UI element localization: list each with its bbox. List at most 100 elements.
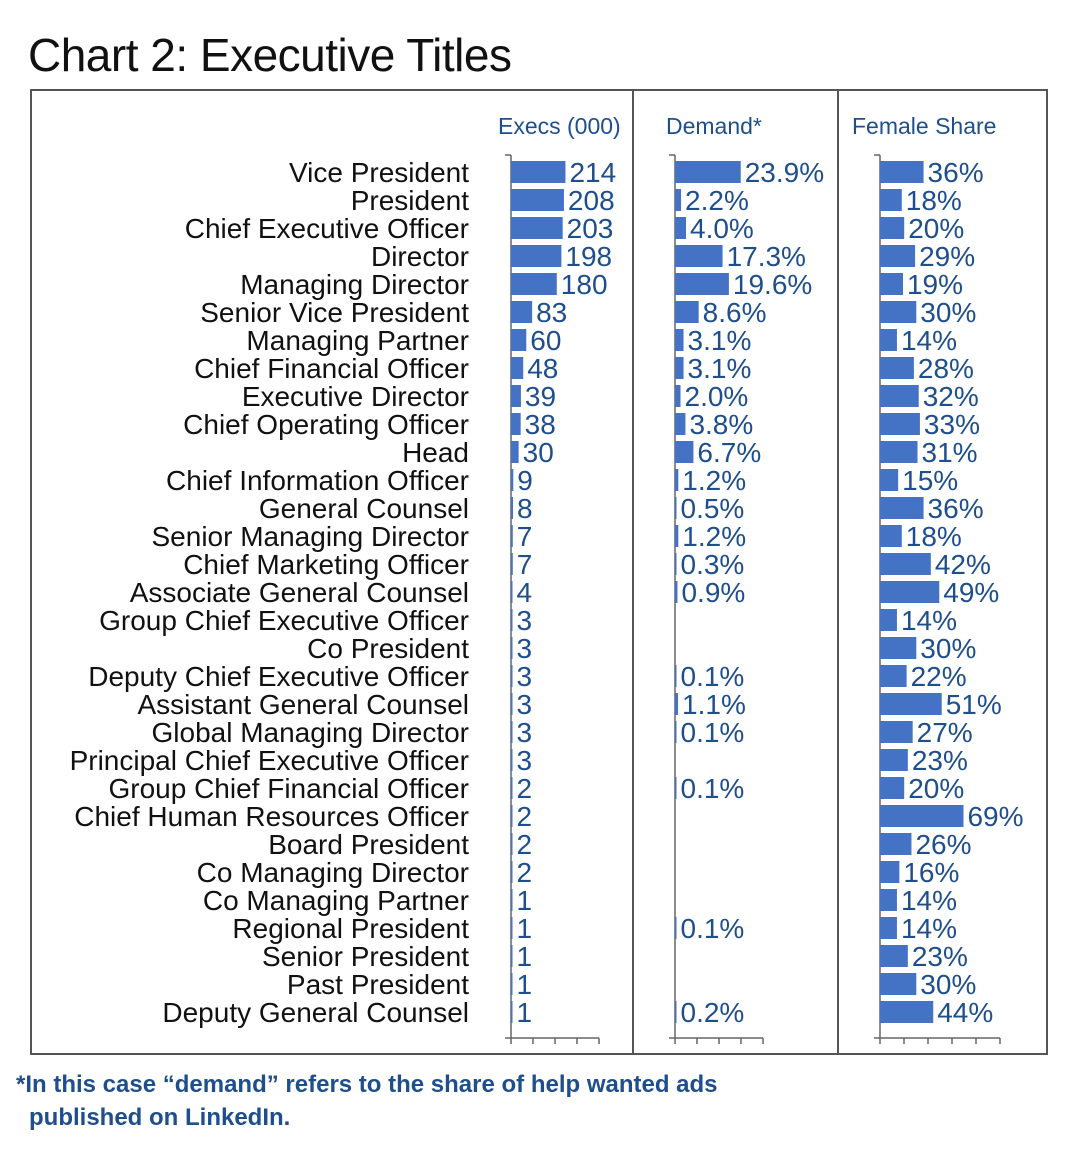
bar-2 bbox=[880, 329, 897, 351]
category-label: Chief Executive Officer bbox=[185, 213, 469, 244]
data-label: 1.2% bbox=[682, 465, 746, 496]
panel-divider-2 bbox=[837, 89, 839, 1055]
header-execs: Execs (000) bbox=[498, 113, 621, 139]
category-label: Chief Human Resources Officer bbox=[74, 801, 469, 832]
data-label: 30% bbox=[920, 969, 976, 1000]
bar-2 bbox=[880, 861, 900, 883]
bar-0 bbox=[511, 637, 513, 659]
bar-0 bbox=[511, 889, 513, 911]
bar-0 bbox=[511, 525, 513, 547]
data-label: 214 bbox=[569, 157, 616, 188]
data-label: 15% bbox=[902, 465, 958, 496]
data-label: 2 bbox=[517, 773, 533, 804]
bar-1 bbox=[675, 497, 677, 519]
data-label: 3 bbox=[517, 661, 533, 692]
data-label: 19.6% bbox=[733, 269, 812, 300]
footnote-line-1: *In this case “demand” refers to the sha… bbox=[16, 1071, 718, 1098]
data-label: 20% bbox=[908, 773, 964, 804]
category-label: Senior President bbox=[262, 941, 469, 972]
panel-divider-1 bbox=[632, 89, 634, 1055]
bar-0 bbox=[511, 693, 513, 715]
category-label: Board President bbox=[268, 829, 469, 860]
bar-0 bbox=[511, 497, 514, 519]
category-label: Chief Financial Officer bbox=[194, 353, 469, 384]
bar-0 bbox=[511, 385, 521, 407]
bar-1 bbox=[675, 413, 686, 435]
category-label: Chief Information Officer bbox=[166, 465, 469, 496]
data-label: 0.3% bbox=[681, 549, 745, 580]
data-label: 3 bbox=[517, 605, 533, 636]
bar-2 bbox=[880, 189, 902, 211]
data-label: 29% bbox=[919, 241, 975, 272]
data-label: 31% bbox=[922, 437, 978, 468]
bar-0 bbox=[511, 777, 513, 799]
data-label: 8 bbox=[517, 493, 533, 524]
data-label: 23% bbox=[912, 745, 968, 776]
bar-0 bbox=[511, 245, 562, 267]
bar-2 bbox=[880, 889, 897, 911]
category-label: Past President bbox=[287, 969, 469, 1000]
data-label: 208 bbox=[568, 185, 615, 216]
data-label: 69% bbox=[967, 801, 1023, 832]
bar-2 bbox=[880, 301, 917, 323]
bar-1 bbox=[675, 161, 741, 183]
data-label: 2 bbox=[517, 829, 533, 860]
bar-1 bbox=[675, 553, 677, 575]
data-label: 7 bbox=[517, 549, 533, 580]
bar-1 bbox=[675, 301, 699, 323]
chart-title: Chart 2: Executive Titles bbox=[28, 29, 512, 81]
bar-2 bbox=[880, 553, 931, 575]
data-label: 16% bbox=[903, 857, 959, 888]
bar-2 bbox=[880, 357, 914, 379]
bar-1 bbox=[675, 469, 679, 491]
data-label: 39 bbox=[525, 381, 556, 412]
data-label: 1 bbox=[517, 913, 533, 944]
bar-2 bbox=[880, 413, 920, 435]
data-label: 3.8% bbox=[689, 409, 753, 440]
bar-0 bbox=[511, 1001, 513, 1023]
bar-1 bbox=[675, 217, 686, 239]
bar-1 bbox=[675, 581, 678, 603]
data-label: 0.1% bbox=[681, 773, 745, 804]
data-label: 30 bbox=[523, 437, 554, 468]
bar-0 bbox=[511, 609, 513, 631]
bar-0 bbox=[511, 973, 513, 995]
bar-2 bbox=[880, 273, 903, 295]
bar-2 bbox=[880, 525, 902, 547]
bar-1 bbox=[675, 245, 723, 267]
bar-2 bbox=[880, 441, 918, 463]
chart-frame bbox=[30, 89, 1048, 1055]
bar-0 bbox=[511, 441, 519, 463]
bar-2 bbox=[880, 945, 908, 967]
bar-2 bbox=[880, 665, 907, 687]
bar-0 bbox=[511, 749, 513, 771]
data-label: 27% bbox=[917, 717, 973, 748]
bar-2 bbox=[880, 469, 899, 491]
data-label: 3.1% bbox=[688, 353, 752, 384]
bar-2 bbox=[880, 805, 964, 827]
data-label: 28% bbox=[918, 353, 974, 384]
bar-0 bbox=[511, 917, 513, 939]
category-label: Co Managing Director bbox=[197, 857, 469, 888]
data-label: 8.6% bbox=[703, 297, 767, 328]
data-label: 18% bbox=[906, 185, 962, 216]
data-label: 48 bbox=[527, 353, 558, 384]
data-label: 30% bbox=[920, 633, 976, 664]
bar-2 bbox=[880, 973, 917, 995]
header-female-share: Female Share bbox=[852, 113, 997, 139]
category-label: President bbox=[351, 185, 470, 216]
bar-1 bbox=[675, 441, 694, 463]
category-label: Group Chief Financial Officer bbox=[108, 773, 469, 804]
data-label: 3 bbox=[517, 745, 533, 776]
data-label: 44% bbox=[937, 997, 993, 1028]
data-label: 18% bbox=[906, 521, 962, 552]
data-label: 4.0% bbox=[690, 213, 754, 244]
bar-0 bbox=[511, 189, 564, 211]
data-label: 0.1% bbox=[681, 913, 745, 944]
data-label: 3.1% bbox=[688, 325, 752, 356]
category-label: Principal Chief Executive Officer bbox=[70, 745, 469, 776]
bar-2 bbox=[880, 721, 913, 743]
data-label: 83 bbox=[536, 297, 567, 328]
bar-0 bbox=[511, 861, 513, 883]
